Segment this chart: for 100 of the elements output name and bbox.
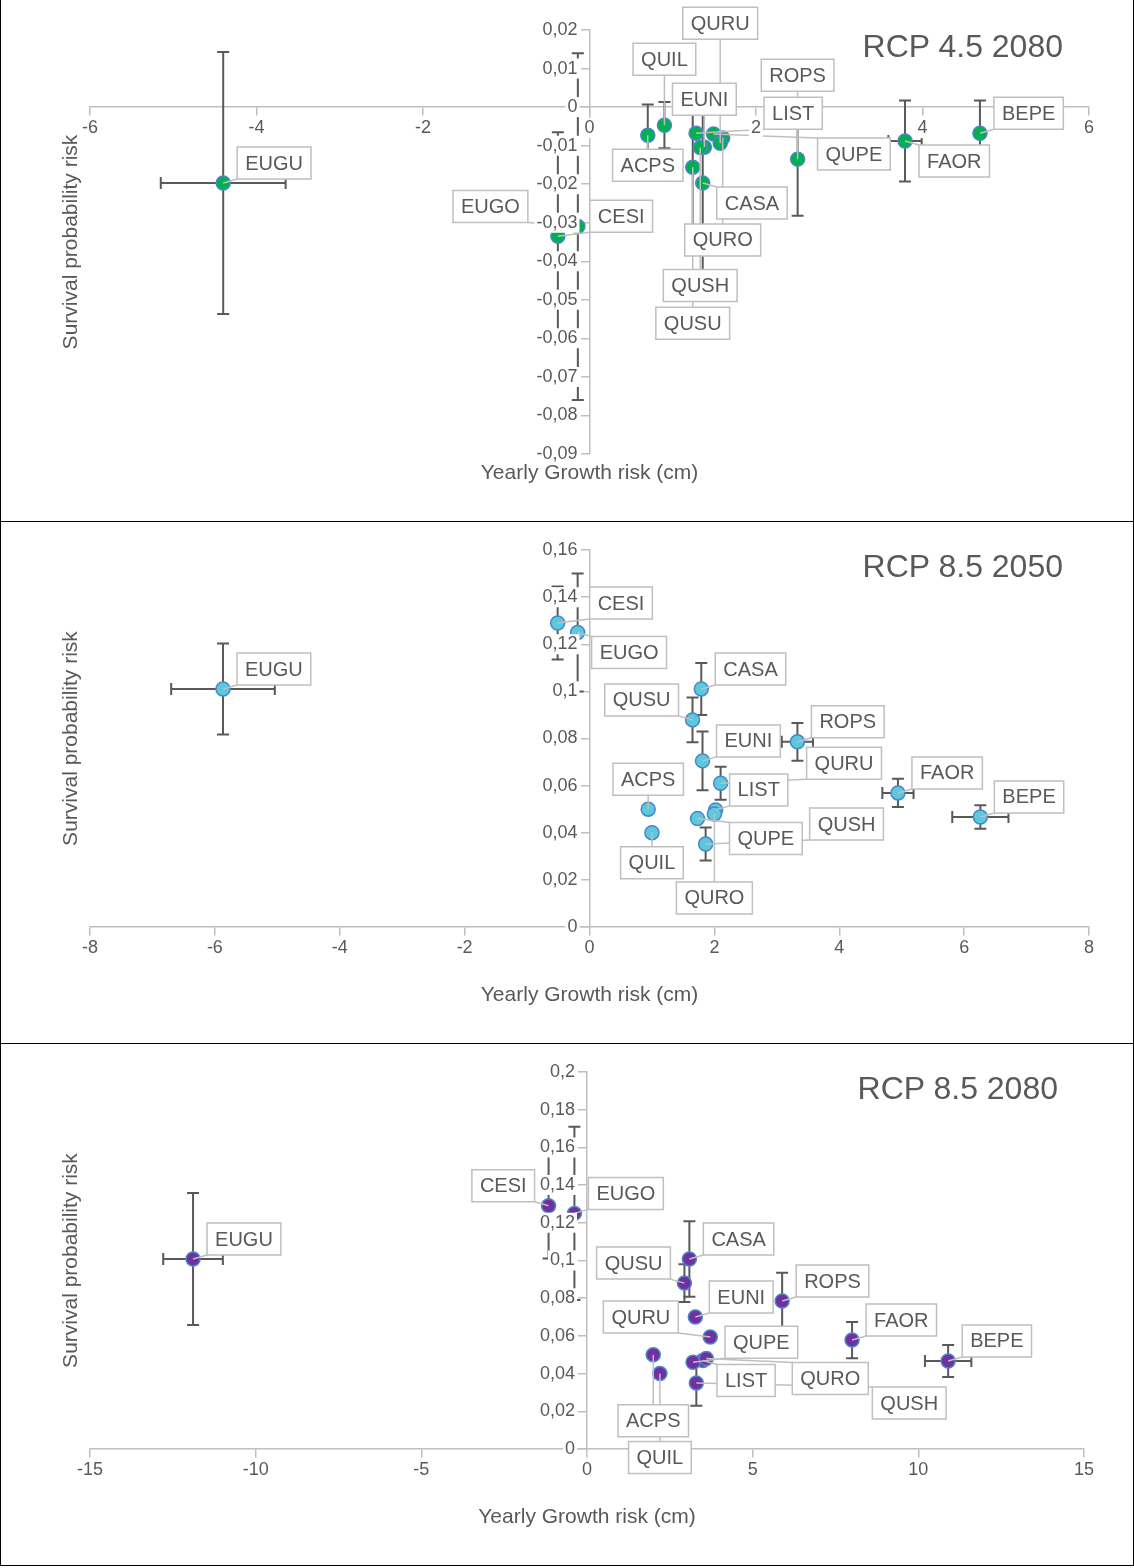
- annotation: ACPS: [620, 767, 676, 790]
- x-tick-label: -4: [331, 936, 348, 957]
- y-tick-label: -0,07: [536, 365, 578, 386]
- x-tick-label: 10: [908, 1458, 929, 1479]
- annotation: QUIL: [636, 1446, 684, 1469]
- x-tick-label: 0: [584, 117, 595, 138]
- y-tick-label: 0,14: [539, 1174, 575, 1195]
- annotation: EUGU: [245, 151, 303, 174]
- y-tick-label: 0,12: [539, 1211, 575, 1232]
- annotation: EUGO: [596, 1181, 656, 1204]
- x-tick-label: -6: [81, 117, 99, 138]
- y-tick-label: 0,06: [542, 774, 578, 795]
- y-tick-label: 0: [567, 915, 578, 936]
- annotation: CESI: [597, 591, 645, 614]
- annotation: QURO: [684, 886, 745, 909]
- x-tick-label: -5: [413, 1458, 430, 1479]
- x-tick-label: 4: [834, 936, 845, 957]
- annotation: QUPE: [733, 1330, 790, 1353]
- y-tick-label: 0,16: [542, 538, 578, 559]
- x-tick-label: 15: [1073, 1458, 1095, 1479]
- annotation: EUNI: [724, 729, 773, 752]
- annotation: FAOR: [874, 1308, 929, 1331]
- x-tick-label: 6: [1083, 117, 1095, 138]
- annotation: ROPS: [769, 63, 826, 86]
- y-tick-label: 0,16: [539, 1136, 575, 1157]
- annotation: LIST: [737, 778, 780, 801]
- annotation: ACPS: [620, 153, 676, 176]
- x-tick-label: -2: [456, 936, 473, 957]
- x-tick-label: 5: [747, 1458, 758, 1479]
- annotation: QURU: [814, 751, 874, 774]
- annotation: BEPE: [1002, 785, 1056, 808]
- y-tick-label: -0,09: [536, 442, 578, 463]
- annotation: CASA: [711, 1227, 767, 1250]
- annotation: QUSU: [663, 311, 722, 334]
- annotation: ACPS: [626, 1409, 681, 1432]
- annotation: EUGO: [599, 640, 659, 663]
- annotation: FAOR: [927, 149, 982, 172]
- x-tick-label: -6: [206, 936, 223, 957]
- annotation: QUSH: [671, 274, 730, 297]
- x-axis-title: Yearly Growth risk (cm): [478, 1503, 696, 1527]
- annotation: EUGU: [215, 1227, 273, 1250]
- annotation: QURU: [611, 1305, 671, 1328]
- y-tick-label: 0,02: [542, 18, 578, 39]
- y-tick-label: -0,03: [536, 211, 578, 232]
- y-tick-label: 0,08: [542, 727, 578, 748]
- x-axis-title: Yearly Growth risk (cm): [480, 981, 699, 1005]
- annotation: BEPE: [1001, 101, 1056, 124]
- chart-title: RCP 4.5 2080: [862, 27, 1063, 64]
- chart-title: RCP 8.5 2080: [857, 1069, 1058, 1106]
- annotation: QUSU: [604, 1251, 663, 1274]
- y-tick-label: -0,06: [536, 327, 578, 348]
- x-tick-label: -2: [414, 117, 432, 138]
- annotation: ROPS: [819, 710, 877, 733]
- y-tick-label: 0,02: [542, 868, 578, 889]
- y-tick-label: -0,05: [536, 288, 578, 309]
- annotation: QUPE: [737, 827, 795, 850]
- annotation: LIST: [724, 1368, 768, 1391]
- x-tick-label: 2: [750, 117, 762, 138]
- y-tick-label: 0,04: [539, 1362, 575, 1383]
- y-tick-label: -0,08: [536, 404, 578, 425]
- annotation: LIST: [772, 101, 815, 124]
- y-tick-label: 0,12: [542, 633, 578, 654]
- annotation: QUSH: [880, 1391, 939, 1414]
- chart-title: RCP 8.5 2050: [862, 547, 1063, 584]
- annotation: QUSH: [817, 812, 876, 835]
- annotation: QUIL: [628, 851, 676, 874]
- x-tick-label: 8: [1083, 936, 1095, 957]
- annotation: EUGO: [460, 195, 520, 218]
- annotation: QUPE: [825, 142, 883, 165]
- x-tick-label: -8: [81, 936, 99, 957]
- y-tick-label: 0,06: [539, 1324, 575, 1345]
- y-tick-label: 0,02: [539, 1400, 575, 1421]
- y-tick-label: -0,04: [536, 250, 578, 271]
- y-tick-label: 0,14: [542, 586, 578, 607]
- y-tick-label: 0,18: [539, 1098, 575, 1119]
- annotation: QURO: [800, 1367, 861, 1390]
- y-tick-label: 0: [564, 1437, 575, 1458]
- y-tick-label: 0,04: [542, 821, 578, 842]
- annotation: CASA: [724, 191, 780, 214]
- y-tick-label: 0,08: [539, 1287, 575, 1308]
- annotation: FAOR: [919, 761, 975, 784]
- annotation: QUSU: [612, 688, 671, 711]
- x-tick-label: -10: [242, 1458, 269, 1479]
- y-tick-label: -0,01: [536, 134, 578, 155]
- x-tick-label: -15: [76, 1458, 104, 1479]
- x-tick-label: 0: [581, 1458, 593, 1479]
- y-axis-title: Survival probability risk: [57, 630, 81, 846]
- x-tick-label: 2: [709, 936, 720, 957]
- x-tick-label: -4: [248, 117, 265, 138]
- y-tick-label: 0,1: [552, 680, 578, 701]
- annotation: CESI: [479, 1174, 527, 1197]
- y-tick-label: -0,02: [536, 173, 578, 194]
- y-tick-label: 0,2: [549, 1060, 575, 1081]
- x-tick-label: 0: [584, 936, 595, 957]
- x-tick-label: 6: [959, 936, 970, 957]
- annotation: QURU: [690, 11, 750, 34]
- y-axis-title: Survival probability risk: [57, 134, 81, 350]
- y-tick-label: 0,1: [549, 1249, 575, 1270]
- annotation: EUGU: [244, 657, 303, 680]
- y-axis-title: Survival probability risk: [57, 1152, 81, 1368]
